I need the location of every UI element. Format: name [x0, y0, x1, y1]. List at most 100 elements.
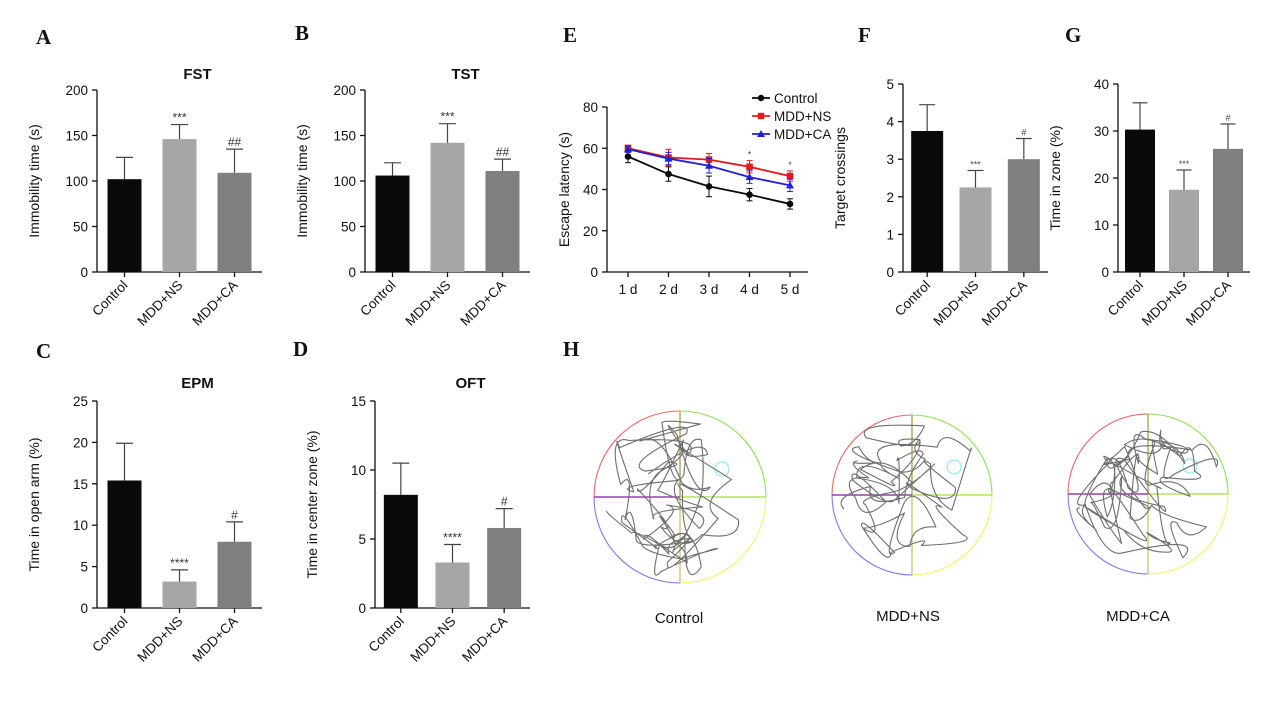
y-tick-label: 0 — [348, 265, 356, 280]
x-tick-label: 4 d — [740, 282, 759, 297]
category-label: MDD+NS — [134, 614, 185, 665]
legend-item: MDD+NS — [752, 109, 831, 124]
significance-label: # — [501, 495, 508, 509]
chart-escape-latency: 0 20 40 60 80 Escape latency (s) 1 d 2 d 3 d 4 d 5… — [556, 91, 831, 297]
maze-arc-sw — [1067, 493, 1149, 575]
y-axis-label: Time in open arm (%) — [26, 437, 42, 571]
y-tick-label: 5 — [358, 532, 366, 547]
category-label: MDD+CA — [459, 614, 510, 665]
significance-label: *** — [440, 110, 454, 124]
y-tick-label: 150 — [65, 129, 88, 144]
panel-letter-h: H — [563, 337, 579, 361]
category-label: MDD+NS — [930, 278, 981, 329]
chart-fst: FST 0 50 100 150 200 Immobility time (s) Contro… — [26, 66, 262, 329]
significance-label: **** — [170, 556, 189, 570]
chart-title: TST — [451, 66, 479, 83]
bar-control — [107, 179, 142, 272]
maze-arc-nw — [1067, 413, 1149, 495]
y-tick-label: 0 — [80, 265, 88, 280]
data-point — [624, 145, 632, 153]
y-axis-label: Target crossings — [832, 127, 848, 229]
panel-letter-f: F — [858, 23, 871, 47]
bar-mdd-ca — [1213, 148, 1243, 272]
legend-label: MDD+CA — [774, 127, 831, 142]
panel-letter-e: E — [563, 23, 577, 47]
maze-arc-ne — [679, 410, 767, 498]
maze-plot — [831, 414, 993, 576]
maze-arc-nw — [831, 414, 913, 496]
bar-mdd-ns — [959, 187, 992, 272]
category-label: Control — [89, 278, 130, 319]
significance-label: ## — [228, 135, 242, 149]
y-tick-label: 20 — [583, 224, 598, 239]
y-tick-label: 40 — [1094, 77, 1109, 92]
bar-control — [107, 480, 142, 608]
bar-mdd-ns — [162, 139, 197, 272]
chart-epm: EPM 0 5 10 15 20 25 Time in open arm (%) Control… — [26, 375, 262, 665]
maze-arc-sw — [593, 496, 681, 584]
bar-mdd-ca — [217, 172, 252, 272]
significance-label: *** — [172, 111, 186, 125]
data-point — [786, 172, 794, 180]
legend-item: Control — [752, 91, 818, 106]
significance-label: # — [1021, 128, 1026, 138]
maze-arc-ne — [1147, 413, 1229, 495]
y-tick-label: 0 — [80, 601, 88, 616]
y-axis-label: Immobility time (s) — [294, 124, 310, 238]
y-tick-label: 15 — [73, 477, 88, 492]
y-tick-label: 30 — [1094, 124, 1109, 139]
x-tick-label: 1 d — [619, 282, 638, 297]
bar-mdd-ca — [217, 541, 252, 608]
data-point — [705, 183, 713, 190]
bar-mdd-ns — [162, 581, 197, 608]
category-label: Control — [1105, 278, 1146, 319]
category-label: MDD+CA — [979, 278, 1030, 329]
legend-marker — [757, 112, 765, 120]
bar-mdd-ca — [485, 170, 520, 272]
y-tick-label: 3 — [886, 152, 894, 167]
y-tick-label: 5 — [80, 560, 88, 575]
y-tick-label: 100 — [65, 174, 88, 189]
significance-label: ## — [496, 145, 510, 159]
category-label: Control — [89, 614, 130, 655]
swim-path — [840, 424, 972, 558]
maze-platform — [946, 459, 962, 475]
maze-platform — [1182, 458, 1198, 474]
maze-arc-ne — [911, 414, 993, 496]
data-point — [786, 200, 794, 208]
chart-tst: TST 0 50 100 150 200 Immobility time (s) Contro… — [294, 66, 530, 329]
category-label: MDD+NS — [402, 278, 453, 329]
maze-arc-sw — [831, 494, 913, 576]
y-axis-label: Escape latency (s) — [556, 132, 572, 247]
y-tick-label: 5 — [886, 77, 894, 92]
data-point — [665, 170, 672, 178]
legend-label: MDD+NS — [774, 109, 831, 124]
panel-letter-c: C — [36, 339, 51, 363]
category-label: MDD+CA — [457, 278, 508, 329]
significance-label: **** — [443, 531, 462, 545]
y-tick-label: 0 — [358, 601, 366, 616]
swim-path — [1076, 429, 1219, 559]
maze-arc-se — [679, 496, 767, 584]
y-tick-label: 10 — [351, 463, 366, 478]
chart-target-crossings: 0 1 2 3 4 5 Target crossings Control *** MDD+NS # M… — [832, 77, 1048, 329]
y-axis-label: Time in zone (%) — [1047, 125, 1063, 230]
swim-path — [606, 420, 740, 576]
chart-time-in-zone: 0 10 20 30 40 Time in zone (%) Control *** MDD+N… — [1047, 77, 1250, 329]
x-tick-label: 2 d — [659, 282, 678, 297]
category-label: MDD+CA — [189, 614, 240, 665]
bar-mdd-ns — [430, 142, 465, 272]
y-tick-label: 4 — [886, 115, 894, 130]
category-label: Control — [366, 614, 407, 655]
series-mdd-ca — [624, 145, 794, 193]
category-label: MDD+NS — [134, 278, 185, 329]
data-point — [705, 161, 713, 169]
category-label: MDD+NS — [407, 614, 458, 665]
y-tick-label: 80 — [583, 100, 598, 115]
bar-mdd-ca — [1007, 159, 1040, 272]
bar-control — [375, 175, 410, 272]
significance-label: * — [748, 150, 752, 160]
significance-label: *** — [1179, 159, 1190, 169]
maze-track-plots — [593, 410, 1229, 584]
